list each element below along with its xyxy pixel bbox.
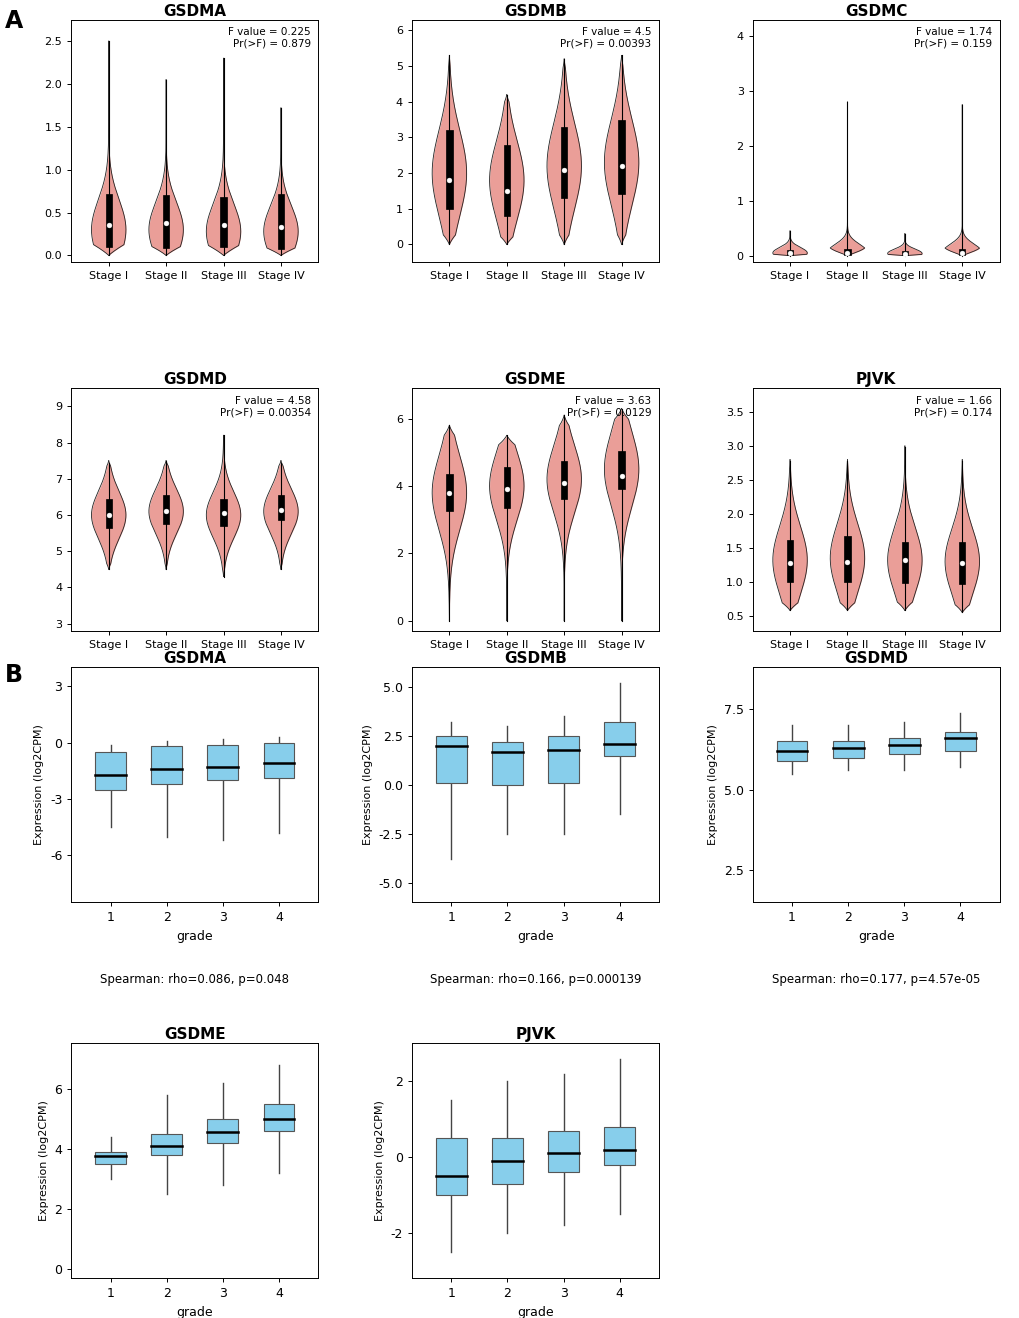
Title: PJVK: PJVK <box>515 1027 555 1043</box>
Text: Spearman: rho=0.177, p=4.57e-05: Spearman: rho=0.177, p=4.57e-05 <box>771 973 979 986</box>
Bar <box>95 1152 126 1164</box>
Y-axis label: Expression (log2CPM): Expression (log2CPM) <box>375 1101 385 1222</box>
Bar <box>786 540 793 581</box>
Bar <box>560 127 567 198</box>
Bar <box>263 742 294 779</box>
Bar <box>151 1133 182 1155</box>
Bar <box>491 742 523 786</box>
Bar <box>207 1119 238 1143</box>
Y-axis label: Expression (log2CPM): Expression (log2CPM) <box>35 725 45 845</box>
Bar <box>503 468 510 507</box>
X-axis label: grade: grade <box>176 931 213 944</box>
Text: F value = 4.58
Pr(>F) = 0.00354: F value = 4.58 Pr(>F) = 0.00354 <box>219 395 311 418</box>
Bar <box>151 746 182 784</box>
Text: F value = 0.225
Pr(>F) = 0.879: F value = 0.225 Pr(>F) = 0.879 <box>228 28 311 49</box>
Bar <box>503 145 510 216</box>
Bar <box>220 198 226 246</box>
X-axis label: grade: grade <box>517 1306 553 1318</box>
Bar <box>163 195 169 248</box>
Bar <box>277 496 284 521</box>
Text: F value = 3.63
Pr(>F) = 0.0129: F value = 3.63 Pr(>F) = 0.0129 <box>567 395 651 418</box>
Title: GSDME: GSDME <box>504 372 566 387</box>
Text: A: A <box>5 9 23 33</box>
Bar <box>844 535 850 581</box>
Title: GSDMD: GSDMD <box>163 372 226 387</box>
Bar <box>888 738 919 754</box>
Title: GSDMA: GSDMA <box>163 651 226 667</box>
Title: GSDMA: GSDMA <box>163 4 226 18</box>
Text: B: B <box>5 663 23 687</box>
Title: GSDMB: GSDMB <box>503 4 567 18</box>
Bar <box>547 735 579 783</box>
Bar <box>435 1139 467 1195</box>
Bar <box>618 120 625 195</box>
Title: GSDMC: GSDMC <box>844 4 907 18</box>
Bar <box>618 451 625 489</box>
Bar <box>105 194 112 246</box>
Bar <box>263 1103 294 1131</box>
Bar <box>105 498 112 527</box>
Title: PJVK: PJVK <box>855 372 896 387</box>
Bar <box>163 496 169 525</box>
Bar <box>445 474 452 511</box>
Title: GSDMD: GSDMD <box>844 651 907 667</box>
Text: F value = 1.74
Pr(>F) = 0.159: F value = 1.74 Pr(>F) = 0.159 <box>913 28 991 49</box>
Text: F value = 1.66
Pr(>F) = 0.174: F value = 1.66 Pr(>F) = 0.174 <box>913 395 991 418</box>
Bar <box>844 249 850 256</box>
Bar <box>435 735 467 783</box>
Text: Spearman: rho=0.086, p=0.048: Spearman: rho=0.086, p=0.048 <box>100 973 289 986</box>
Y-axis label: Expression (log2CPM): Expression (log2CPM) <box>363 725 373 845</box>
Bar <box>603 1127 635 1165</box>
X-axis label: grade: grade <box>176 1306 213 1318</box>
Title: GSDMB: GSDMB <box>503 651 567 667</box>
X-axis label: grade: grade <box>517 931 553 944</box>
Bar <box>547 1131 579 1172</box>
Bar <box>207 745 238 780</box>
Bar <box>560 461 567 500</box>
Bar <box>958 543 965 584</box>
Y-axis label: Expression (log2CPM): Expression (log2CPM) <box>707 725 717 845</box>
Y-axis label: Expression (log2CPM): Expression (log2CPM) <box>39 1101 49 1222</box>
Bar <box>786 250 793 256</box>
Bar <box>775 742 807 760</box>
Bar <box>832 742 863 758</box>
Bar <box>95 753 126 789</box>
Bar <box>445 130 452 208</box>
Bar <box>901 543 907 584</box>
Bar <box>603 722 635 755</box>
Bar <box>220 498 226 526</box>
Title: GSDME: GSDME <box>164 1027 225 1043</box>
Bar <box>958 249 965 256</box>
Bar <box>491 1139 523 1184</box>
X-axis label: grade: grade <box>857 931 894 944</box>
Bar <box>277 194 284 249</box>
Bar <box>901 252 907 256</box>
Text: F value = 4.5
Pr(>F) = 0.00393: F value = 4.5 Pr(>F) = 0.00393 <box>559 28 651 49</box>
Bar <box>944 731 975 751</box>
Text: Spearman: rho=0.166, p=0.000139: Spearman: rho=0.166, p=0.000139 <box>429 973 641 986</box>
